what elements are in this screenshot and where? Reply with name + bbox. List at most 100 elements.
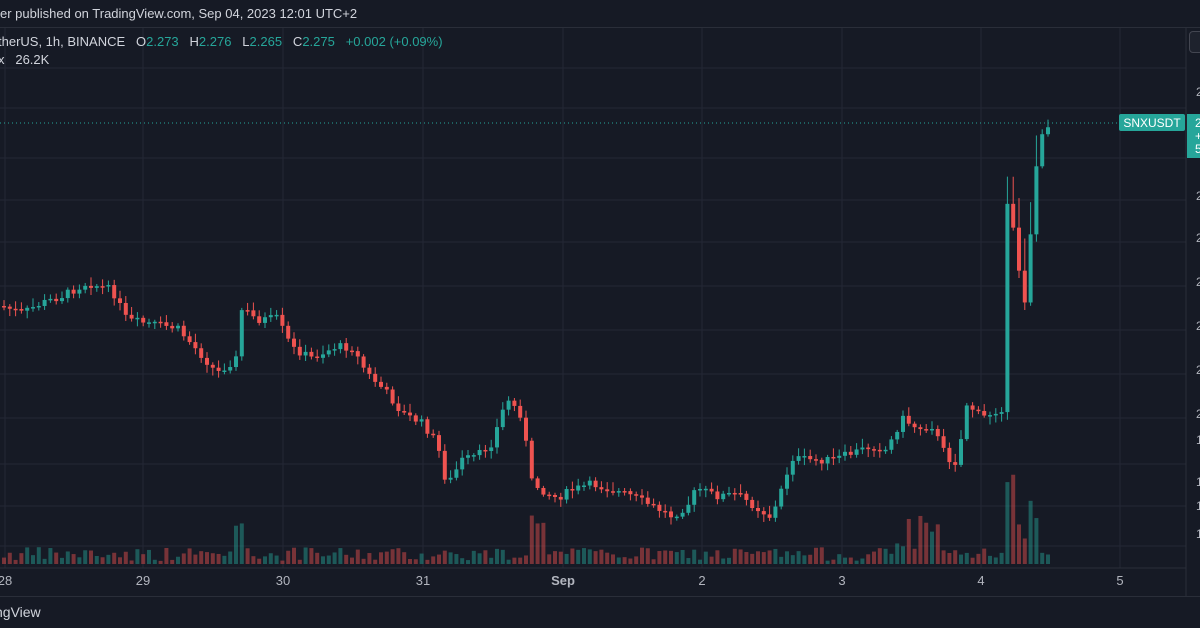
volume-bar-113 <box>657 551 662 564</box>
volume-bar-26 <box>152 559 157 564</box>
price-axis-tag-line-0: 2 <box>1195 116 1200 130</box>
volume-bar-4 <box>25 547 30 564</box>
candle-body-7 <box>42 299 47 306</box>
candle-body-117 <box>680 512 685 517</box>
candle-body-46 <box>268 315 273 318</box>
candle-body-124 <box>721 493 726 500</box>
time-tick-label-6: 3 <box>838 573 845 588</box>
volume-bar-155 <box>901 546 905 564</box>
volume-bar-100 <box>582 548 586 564</box>
candle-body-161 <box>935 428 940 437</box>
candle-body-9 <box>54 298 59 302</box>
candle-body-98 <box>570 488 575 491</box>
volume-bar-61 <box>355 549 360 564</box>
volume-bar-177 <box>1028 500 1033 564</box>
volume-bar-116 <box>674 552 679 564</box>
candle-body-85 <box>495 427 499 448</box>
candle-body-174 <box>1011 203 1016 228</box>
candle-body-53 <box>309 351 314 357</box>
candle-body-173 <box>1005 203 1010 413</box>
close-key: C <box>292 34 303 49</box>
volume-bar-90 <box>524 555 528 564</box>
volume-bar-58 <box>338 548 343 564</box>
candle-body-112 <box>651 503 656 506</box>
price-tick-label-6: 2 <box>1196 407 1200 421</box>
volume-bar-166 <box>964 552 969 564</box>
volume-bar-87 <box>506 559 511 564</box>
volume-bar-8 <box>48 548 53 564</box>
volume-bar-130 <box>756 551 760 564</box>
volume-bar-63 <box>367 553 372 564</box>
candle-body-30 <box>176 325 180 329</box>
candle-body-15 <box>89 285 93 288</box>
volume-bar-76 <box>442 550 447 564</box>
volume-bar-180 <box>1046 554 1050 564</box>
candle-body-178 <box>1034 166 1039 235</box>
volume-bar-92 <box>535 523 540 564</box>
candle-body-42 <box>245 310 250 312</box>
candle-body-109 <box>634 494 639 496</box>
candle-body-167 <box>970 405 975 410</box>
volume-bar-60 <box>350 557 354 564</box>
candle-body-21 <box>123 303 128 315</box>
volume-bar-174 <box>1011 474 1016 564</box>
volume-bar-109 <box>634 556 639 564</box>
volume-bar-81 <box>471 550 476 564</box>
candle-body-170 <box>988 415 992 417</box>
candle-body-151 <box>877 449 882 452</box>
candle-body-81 <box>471 455 476 457</box>
volume-bar-107 <box>622 557 627 564</box>
high-key: H <box>189 34 199 49</box>
candle-body-79 <box>460 457 465 470</box>
candle-body-19 <box>112 285 117 299</box>
volume-bar-139 <box>808 554 813 564</box>
published-text: er published on TradingView.com, Sep 04,… <box>0 6 358 21</box>
candle-body-83 <box>483 449 488 452</box>
volume-bar-142 <box>825 560 830 564</box>
volume-bar-169 <box>982 548 987 564</box>
candle-body-65 <box>379 381 383 387</box>
volume-bar-77 <box>448 552 453 564</box>
volume-bar-52 <box>303 547 308 564</box>
volume-bar-11 <box>65 551 70 564</box>
candle-body-60 <box>350 350 354 353</box>
volume-bar-15 <box>89 550 93 564</box>
volume-bar-35 <box>205 552 209 564</box>
candle-body-70 <box>408 412 412 416</box>
candle-body-88 <box>512 400 517 406</box>
change-value: +0.002 (+0.09%) <box>345 34 443 49</box>
candle-body-76 <box>442 450 447 480</box>
volume-bar-57 <box>332 552 337 564</box>
volume-bar-115 <box>669 550 673 564</box>
candle-body-150 <box>872 449 876 451</box>
volume-bar-48 <box>280 560 285 564</box>
chart-settings-button[interactable] <box>1189 31 1200 53</box>
volume-bar-22 <box>129 560 134 564</box>
candle-body-159 <box>924 429 929 431</box>
ohlc-legend: therUS, 1h, BINANCE O2.273 H2.276 L2.265… <box>0 34 443 49</box>
volume-bar-59 <box>344 554 349 564</box>
volume-bar-124 <box>721 558 726 564</box>
candle-body-110 <box>640 495 644 498</box>
candle-body-86 <box>500 409 505 428</box>
brand-label: ngView <box>0 604 41 620</box>
candle-body-163 <box>947 447 952 463</box>
candle-body-12 <box>71 289 76 294</box>
volume-bar-127 <box>738 549 743 564</box>
candle-body-2 <box>13 308 18 311</box>
candle-body-11 <box>65 289 70 299</box>
candle-body-24 <box>141 317 146 323</box>
volume-bar-55 <box>321 556 325 564</box>
volume-bar-62 <box>361 558 366 564</box>
price-tick-label-5: 2 <box>1196 363 1200 377</box>
open-value: 2.273 <box>146 34 179 49</box>
volume-bar-85 <box>495 548 499 564</box>
volume-value: 26.2K <box>15 52 50 67</box>
volume-bar-10 <box>60 557 64 564</box>
volume-bar-24 <box>141 554 146 564</box>
volume-bar-75 <box>437 554 441 564</box>
candle-body-27 <box>158 321 163 324</box>
price-axis-tag-line-2: 5 <box>1195 142 1200 156</box>
candle-body-154 <box>895 431 900 440</box>
